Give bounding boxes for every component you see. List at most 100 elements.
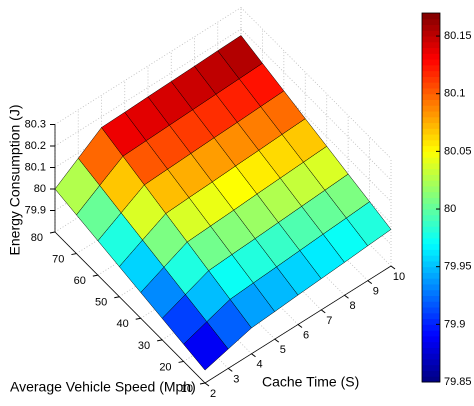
colorbar-tick-label: 80.15 <box>444 30 472 42</box>
colorbar-segment <box>422 347 440 354</box>
y-tick <box>49 231 56 234</box>
colorbar-segment <box>422 197 440 204</box>
grid-line <box>240 7 392 159</box>
x-tick <box>274 338 280 343</box>
x-tick-label: 5 <box>280 344 286 356</box>
colorbar-segment <box>422 180 440 187</box>
colorbar-tick-label: 80.1 <box>444 88 465 100</box>
z-tick-label: 80.1 <box>25 161 46 173</box>
y-tick <box>199 382 206 385</box>
colorbar-segment <box>422 307 440 314</box>
x-tick-label: 9 <box>373 286 379 298</box>
colorbar-segment <box>422 36 440 43</box>
x-tick <box>344 294 349 299</box>
colorbar-segment <box>422 64 440 72</box>
colorbar-segment <box>422 335 440 343</box>
colorbar-segment <box>422 243 440 250</box>
y-tick <box>92 274 98 277</box>
z-tick-label: 80.2 <box>25 140 46 152</box>
colorbar-segment <box>422 139 440 147</box>
x-tick <box>297 324 303 328</box>
colorbar-segment <box>422 145 440 152</box>
colorbar-tick-label: 79.9 <box>444 318 465 330</box>
z-axis-label: Energy Consumption (J) <box>7 105 23 256</box>
colorbar-segment <box>422 93 440 100</box>
colorbar-segment <box>422 301 440 308</box>
grid-line <box>54 28 242 147</box>
colorbar-segment <box>422 174 440 181</box>
colorbar-segment <box>422 105 440 112</box>
y-tick <box>71 253 77 256</box>
surface-cell <box>217 35 263 80</box>
colorbar-tick-label: 79.95 <box>444 261 472 273</box>
colorbar-segment <box>422 312 440 320</box>
colorbar-segment <box>422 82 440 89</box>
colorbar-segment <box>422 255 440 262</box>
colorbar-segment <box>422 24 440 31</box>
x-tick-label: 10 <box>393 271 405 283</box>
colorbar-segment <box>422 168 440 175</box>
z-tick-label: 80.3 <box>25 118 46 130</box>
colorbar-segment <box>422 203 440 210</box>
axis-line <box>54 231 206 384</box>
colorbar-segment <box>422 260 440 268</box>
colorbar-segment <box>422 191 440 198</box>
x-tick <box>390 265 396 270</box>
y-tick-label: 80 <box>31 232 43 244</box>
x-tick <box>227 367 233 372</box>
colorbar-segment <box>422 111 440 118</box>
colorbar-segment <box>422 185 440 193</box>
colorbar-segment <box>422 226 440 233</box>
colorbar-segment <box>422 376 440 383</box>
colorbar-segment <box>422 59 440 66</box>
x-tick <box>367 280 373 285</box>
y-tick-label: 40 <box>116 318 128 330</box>
y-tick-label: 20 <box>159 361 171 373</box>
y-tick <box>178 360 184 363</box>
colorbar-segment <box>422 272 440 279</box>
colorbar-segment <box>422 295 440 302</box>
y-tick <box>135 317 141 320</box>
colorbar-segment <box>422 358 440 366</box>
colorbar-segment <box>422 364 440 371</box>
colorbar-tick-label: 80 <box>444 203 456 215</box>
colorbar-segment <box>422 209 440 216</box>
colorbar-segment <box>422 76 440 83</box>
colorbar-segment <box>422 99 440 106</box>
colorbar-segment <box>422 13 440 20</box>
x-tick-label: 4 <box>256 359 262 371</box>
colorbar-segment <box>422 266 440 273</box>
colorbar-segment <box>422 249 440 256</box>
colorbar-segment <box>422 47 440 54</box>
colorbar-tick-label: 80.05 <box>444 145 472 157</box>
colorbar-segment <box>422 30 440 37</box>
z-tick-label: 80 <box>34 183 46 195</box>
colorbar-segment <box>422 128 440 135</box>
colorbar-segment <box>422 220 440 227</box>
colorbar-segment <box>422 151 440 158</box>
colorbar-segment <box>422 41 440 49</box>
x-tick-label: 7 <box>326 315 332 327</box>
grid-line <box>240 50 392 202</box>
y-tick-label: 60 <box>74 275 86 287</box>
x-tick-label: 8 <box>349 300 355 312</box>
y-tick-label: 10 <box>181 383 193 395</box>
colorbar-segment <box>422 53 440 60</box>
colorbar-segment <box>422 87 440 95</box>
colorbar-segment <box>422 370 440 377</box>
y-tick <box>114 296 120 299</box>
x-tick-label: 3 <box>233 373 239 385</box>
x-tick-label: 2 <box>210 388 216 400</box>
colorbar-segment <box>422 283 440 291</box>
x-axis-label: Cache Time (S) <box>262 374 359 390</box>
colorbar-segment <box>422 318 440 325</box>
x-tick <box>251 353 256 358</box>
y-tick <box>157 339 163 342</box>
x-tick <box>320 309 326 314</box>
y-tick-label: 50 <box>95 297 107 309</box>
colorbar-segment <box>422 214 440 222</box>
colorbar-segment <box>422 157 440 164</box>
colorbar-segment <box>422 70 440 77</box>
colorbar-frame <box>421 12 441 383</box>
